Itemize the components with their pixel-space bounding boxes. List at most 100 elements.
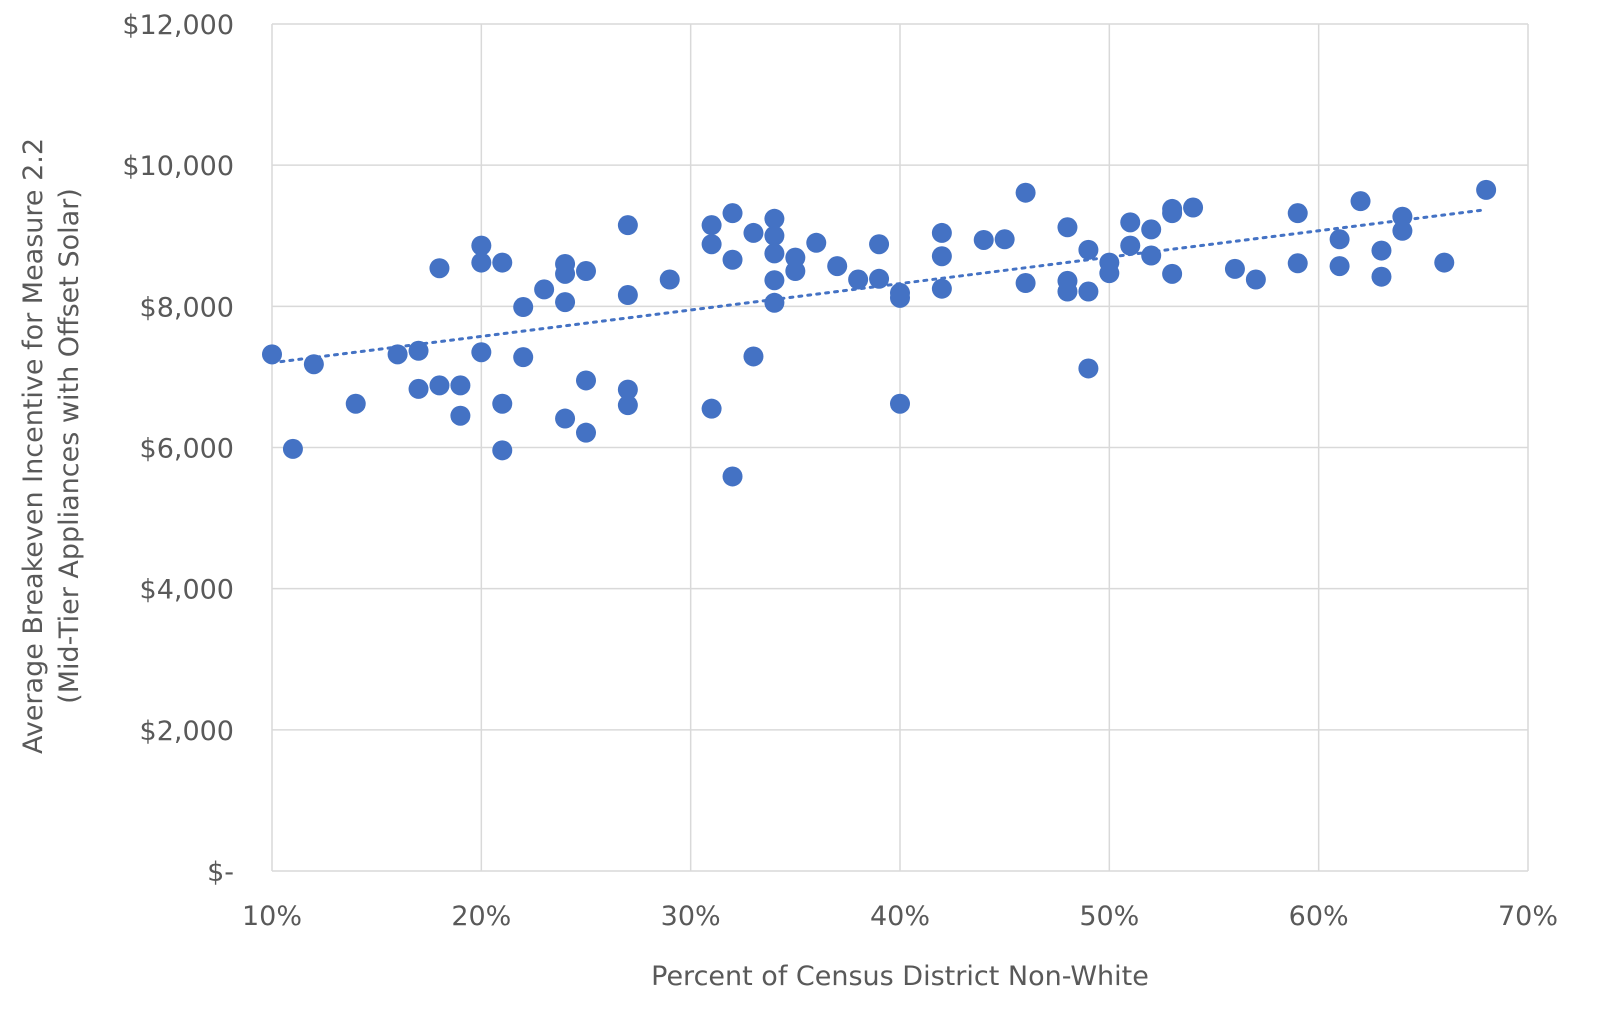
data-point <box>1162 263 1183 284</box>
data-point <box>450 375 471 396</box>
data-point <box>1245 269 1266 290</box>
data-point <box>1434 252 1455 273</box>
data-point <box>576 422 596 443</box>
data-point <box>869 268 890 289</box>
data-point <box>764 208 785 229</box>
data-point <box>1392 220 1413 241</box>
data-point <box>1287 203 1308 224</box>
data-point <box>1329 229 1350 250</box>
data-point <box>576 370 596 391</box>
data-point <box>1287 253 1308 274</box>
data-point <box>931 278 952 299</box>
data-point <box>555 263 576 284</box>
data-point <box>617 379 638 400</box>
y-tick-label: $10,000 <box>122 151 234 182</box>
data-point <box>890 287 910 308</box>
data-point <box>848 269 869 290</box>
data-point <box>617 215 638 236</box>
y-axis-title-line2: (Mid-Tier Appliances with Offset Solar) <box>54 188 85 704</box>
data-point <box>701 234 722 255</box>
data-point <box>408 378 429 399</box>
x-tick-label: 10% <box>242 901 302 932</box>
data-point <box>931 222 952 243</box>
data-point <box>764 270 785 291</box>
data-point <box>492 440 513 461</box>
data-point <box>617 395 638 416</box>
data-point <box>1350 191 1371 212</box>
data-point <box>1057 217 1078 238</box>
data-point <box>492 252 513 273</box>
data-point <box>1371 240 1392 261</box>
data-point <box>722 249 743 270</box>
data-point <box>743 346 764 367</box>
data-point <box>429 375 450 396</box>
gridlines <box>271 23 1529 872</box>
y-axis-title-line1: Average Breakeven Incentive for Measure … <box>18 138 49 754</box>
data-point <box>1078 239 1099 260</box>
data-point <box>701 398 722 419</box>
y-tick-label: $8,000 <box>140 292 234 323</box>
data-point <box>743 222 764 243</box>
x-tick-label: 70% <box>1498 901 1558 932</box>
x-tick-label: 50% <box>1079 901 1139 932</box>
x-tick-label: 40% <box>870 901 930 932</box>
y-axis-tick-labels: $- $2,000 $4,000 $6,000 $8,000 $10,000 $12,000 <box>122 10 234 888</box>
data-point <box>450 405 471 426</box>
data-point <box>1141 245 1162 266</box>
x-axis-tick-labels: 10% 20% 30% 40% 50% 60% 70% <box>242 901 1558 932</box>
data-point <box>492 393 513 414</box>
data-point <box>555 292 576 313</box>
y-tick-label: $6,000 <box>140 434 234 465</box>
x-tick-label: 60% <box>1289 901 1349 932</box>
data-point <box>1329 256 1350 277</box>
data-point <box>827 256 848 277</box>
data-point <box>513 297 534 318</box>
data-point <box>764 243 785 264</box>
data-point <box>1078 358 1099 379</box>
data-point <box>659 269 680 290</box>
data-point <box>1224 258 1245 279</box>
data-point <box>931 246 952 267</box>
data-point <box>869 234 890 255</box>
y-tick-label: $12,000 <box>122 10 234 41</box>
data-point <box>262 344 282 365</box>
data-point <box>973 229 994 250</box>
data-point <box>1015 273 1036 294</box>
x-tick-label: 30% <box>661 901 721 932</box>
data-point <box>471 252 492 273</box>
x-axis-title: Percent of Census District Non-White <box>651 961 1149 992</box>
data-point <box>1371 266 1392 287</box>
data-point <box>1392 206 1413 227</box>
data-point <box>1476 179 1497 200</box>
data-point <box>994 229 1015 250</box>
data-point <box>701 215 722 236</box>
data-point <box>1099 263 1120 284</box>
y-tick-label: $2,000 <box>140 716 234 747</box>
data-point <box>1057 281 1078 302</box>
x-tick-label: 20% <box>451 901 511 932</box>
data-point <box>1141 219 1162 240</box>
data-point <box>282 438 303 459</box>
data-point <box>576 261 596 282</box>
data-point <box>890 393 910 414</box>
data-point <box>764 292 785 313</box>
y-tick-label: $- <box>207 857 234 888</box>
data-point <box>471 235 492 256</box>
data-point <box>764 225 785 246</box>
data-point <box>1078 281 1099 302</box>
data-point <box>555 408 576 429</box>
y-tick-label: $4,000 <box>140 575 234 606</box>
data-point <box>408 340 429 361</box>
data-point <box>1015 182 1036 203</box>
data-point <box>303 354 324 375</box>
data-points <box>262 179 1497 487</box>
data-point <box>806 232 827 253</box>
data-point <box>1120 235 1141 256</box>
data-point <box>722 466 743 487</box>
data-point <box>785 261 806 282</box>
data-point <box>722 203 743 224</box>
data-point <box>1120 212 1141 233</box>
data-point <box>534 279 555 300</box>
data-point <box>513 347 534 368</box>
